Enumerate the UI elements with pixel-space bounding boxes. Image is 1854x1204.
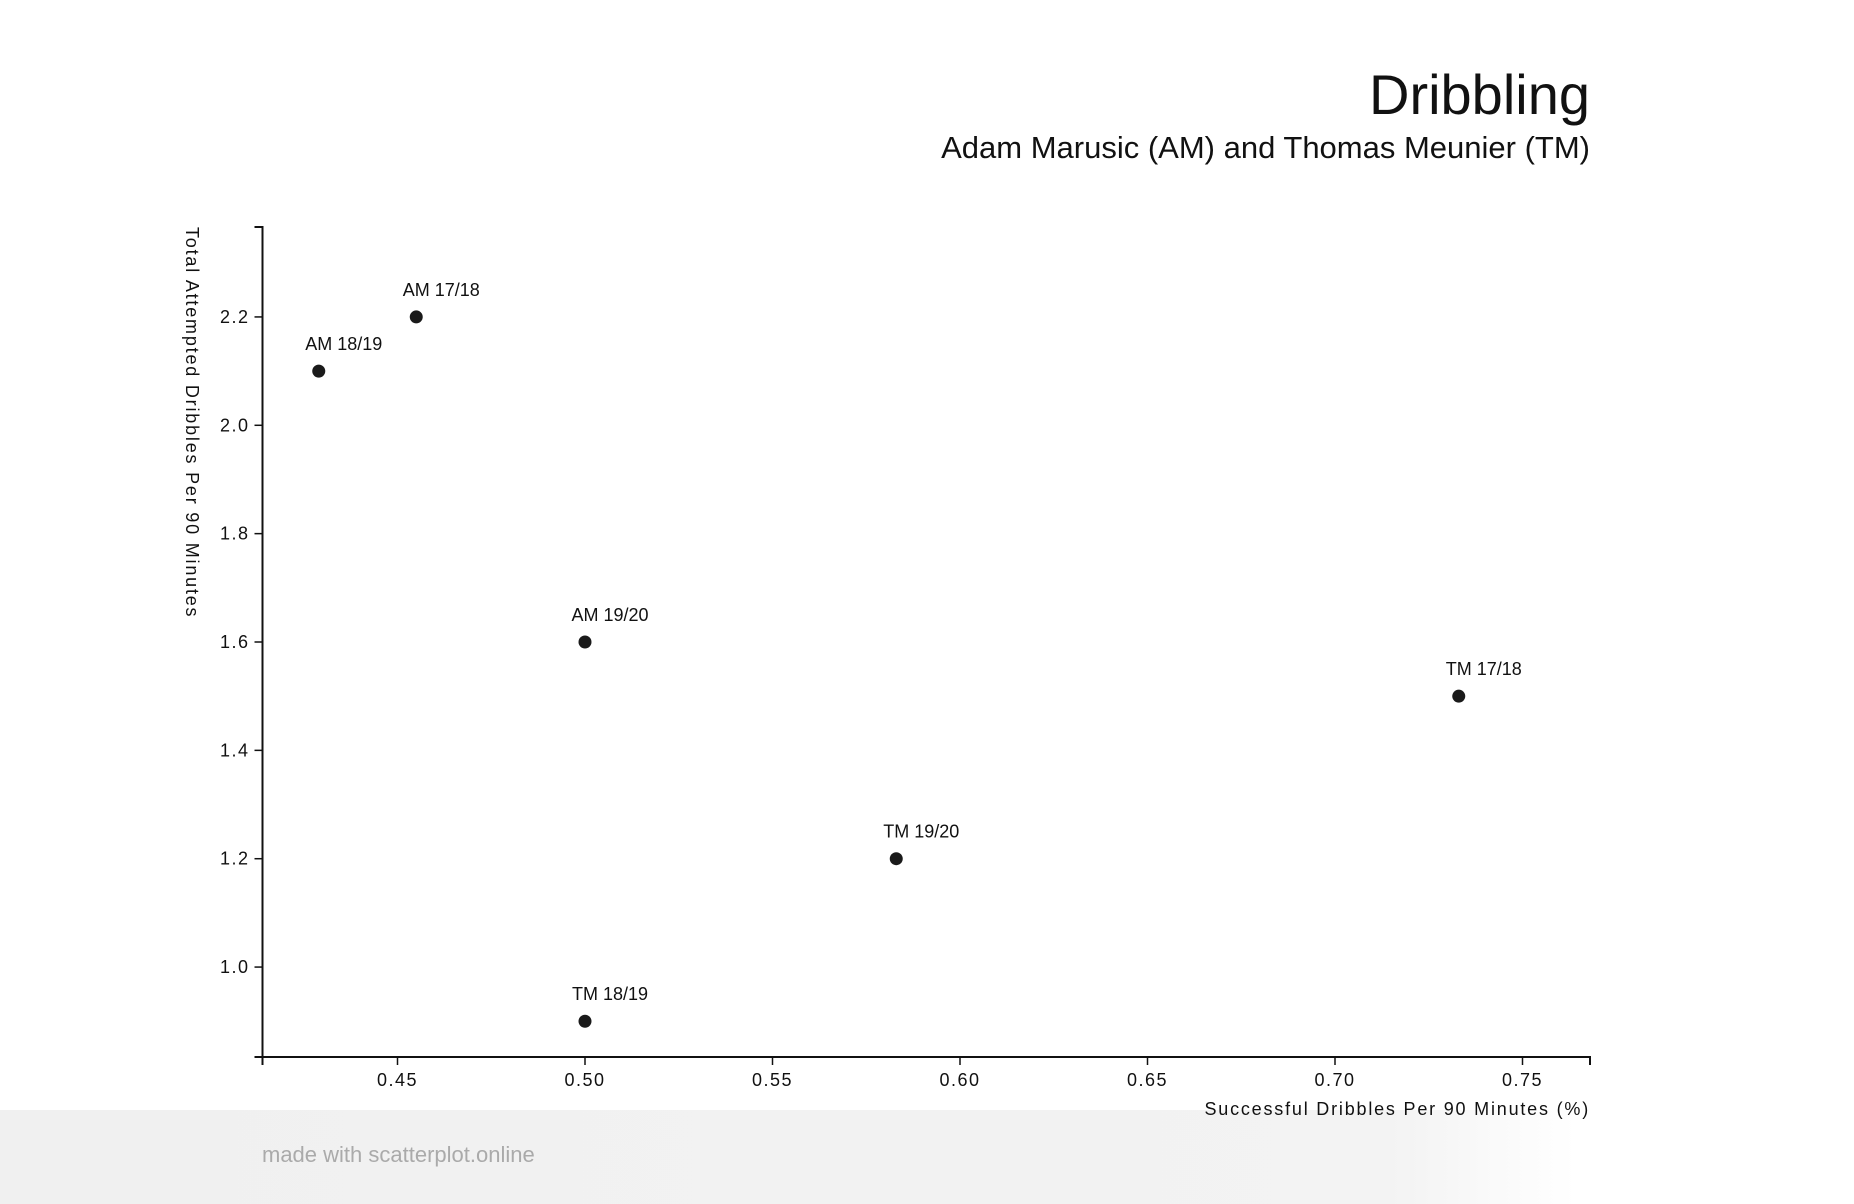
data-point — [889, 852, 903, 866]
point-label: TM 17/18 — [1446, 659, 1522, 679]
x-tick-label: 0.75 — [1502, 1070, 1543, 1090]
footer-background — [0, 1110, 1854, 1204]
y-tick-label: 1.0 — [220, 957, 250, 977]
watermark-link[interactable]: made with scatterplot.online — [262, 1142, 535, 1167]
x-tick-label: 0.70 — [1314, 1070, 1355, 1090]
data-point — [409, 310, 423, 324]
y-tick-label: 1.4 — [220, 740, 250, 760]
chart-subtitle: Adam Marusic (AM) and Thomas Meunier (TM… — [941, 130, 1590, 165]
y-tick-label: 2.2 — [220, 307, 250, 327]
y-tick-label: 1.8 — [220, 524, 250, 544]
point-label: AM 18/19 — [305, 334, 382, 354]
x-axis-label: Successful Dribbles Per 90 Minutes (%) — [1204, 1099, 1590, 1119]
point-label: AM 17/18 — [403, 280, 480, 300]
data-point — [312, 364, 326, 378]
x-tick-label: 0.60 — [939, 1070, 980, 1090]
x-tick-label: 0.50 — [564, 1070, 605, 1090]
x-tick-label: 0.65 — [1127, 1070, 1168, 1090]
y-tick-label: 1.2 — [220, 849, 250, 869]
y-axis-label: Total Attempted Dribbles Per 90 Minutes — [182, 227, 202, 618]
chart-title: Dribbling — [1369, 63, 1590, 126]
data-point — [578, 635, 592, 649]
point-label: TM 18/19 — [572, 984, 648, 1004]
x-axis-line — [261, 1056, 1591, 1065]
data-point — [1452, 689, 1466, 703]
point-label: AM 19/20 — [571, 605, 648, 625]
x-tick-label: 0.45 — [377, 1070, 418, 1090]
y-tick-label: 2.0 — [220, 415, 250, 435]
point-label: TM 19/20 — [883, 822, 959, 842]
x-tick-label: 0.55 — [752, 1070, 793, 1090]
y-tick-label: 1.6 — [220, 632, 250, 652]
data-point — [578, 1014, 592, 1028]
